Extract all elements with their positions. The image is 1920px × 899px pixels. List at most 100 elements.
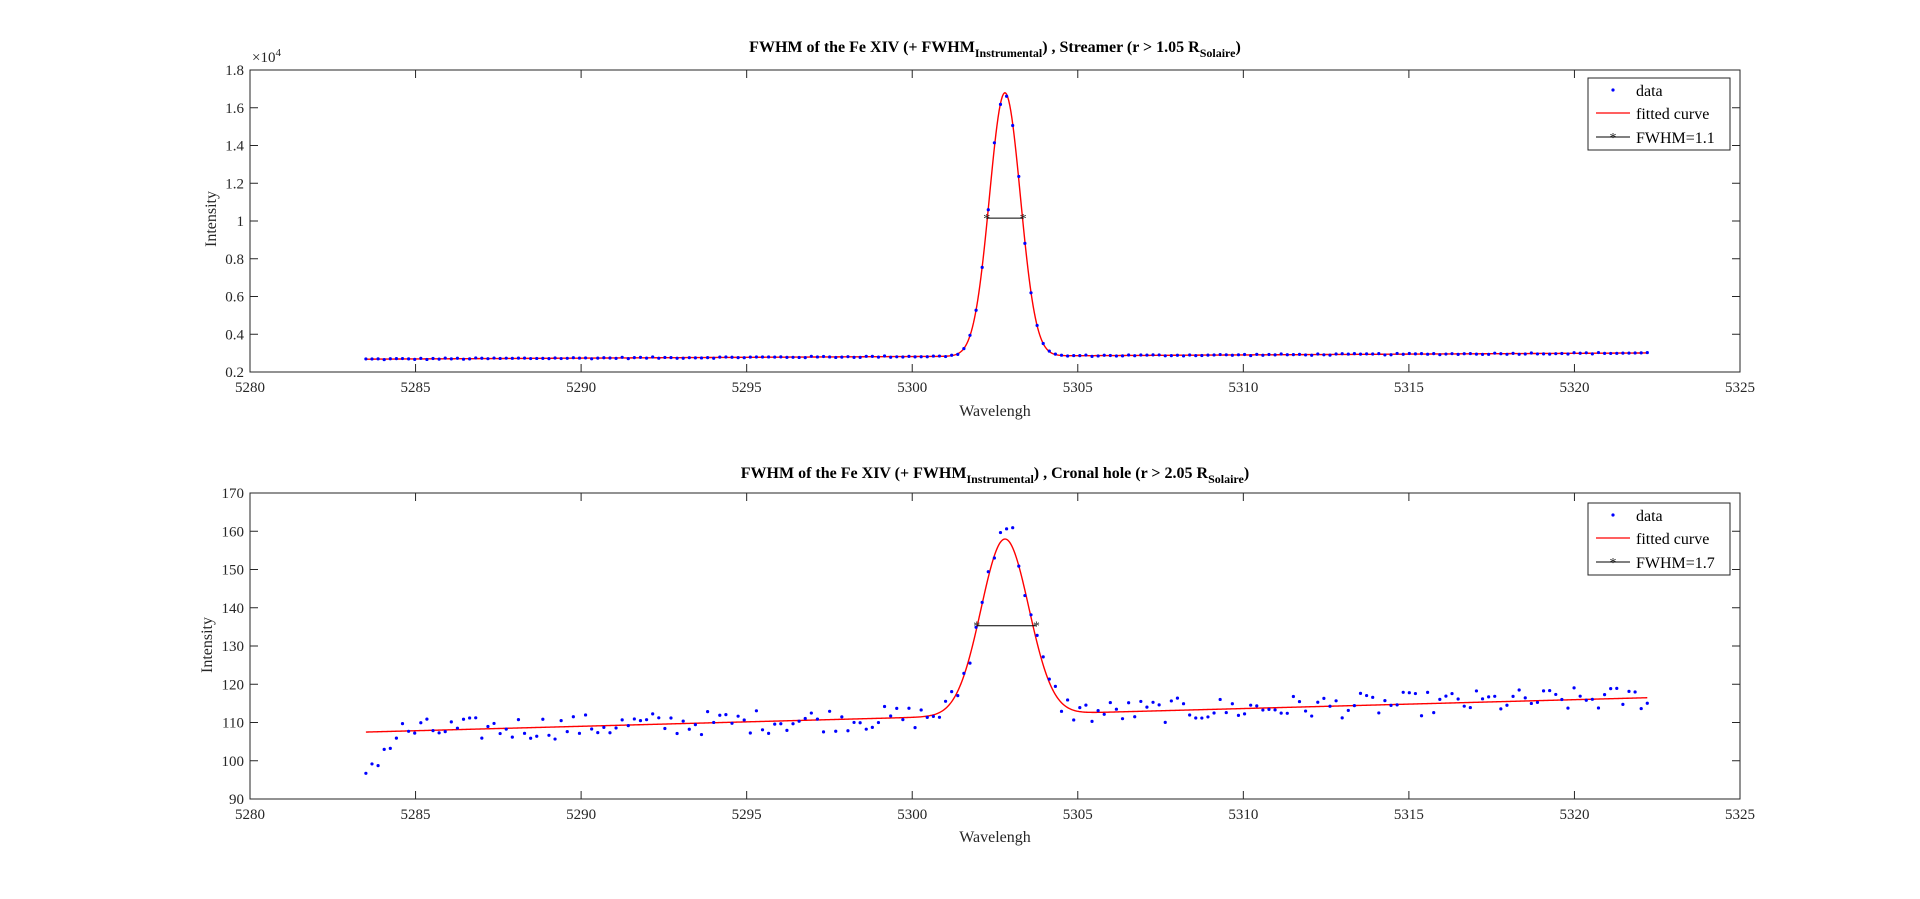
data-point bbox=[425, 357, 429, 362]
data-point bbox=[1291, 353, 1295, 357]
data-point bbox=[992, 556, 996, 560]
data-point bbox=[419, 356, 423, 360]
data-point bbox=[1181, 354, 1186, 358]
data-point bbox=[474, 356, 478, 360]
data-point bbox=[1572, 351, 1576, 355]
data-point bbox=[1310, 714, 1314, 718]
data-point bbox=[992, 141, 996, 145]
data-point bbox=[1578, 694, 1582, 698]
x-tick-label: 5295 bbox=[732, 380, 762, 396]
data-point bbox=[956, 352, 960, 356]
data-point bbox=[1127, 353, 1131, 357]
data-point bbox=[480, 356, 484, 360]
data-point bbox=[821, 354, 826, 359]
data-point bbox=[1517, 352, 1521, 356]
y-tick-label: 160 bbox=[222, 524, 245, 540]
data-point bbox=[1004, 527, 1009, 531]
data-point bbox=[785, 728, 789, 732]
data-point bbox=[1023, 593, 1027, 598]
data-point bbox=[516, 718, 521, 722]
data-point bbox=[962, 347, 966, 351]
data-point bbox=[1474, 352, 1479, 356]
data-point bbox=[1273, 708, 1277, 712]
data-point bbox=[1444, 352, 1448, 356]
data-point bbox=[486, 357, 490, 361]
data-point bbox=[1371, 695, 1375, 699]
data-point bbox=[1145, 353, 1149, 357]
data-point bbox=[919, 708, 923, 712]
data-point bbox=[1535, 700, 1540, 705]
data-point bbox=[693, 723, 697, 727]
data-point bbox=[1621, 702, 1625, 706]
data-point bbox=[1297, 699, 1302, 704]
data-point bbox=[1560, 351, 1564, 356]
data-point bbox=[577, 731, 582, 735]
data-point bbox=[522, 356, 527, 360]
data-point bbox=[1066, 698, 1070, 702]
data-point bbox=[535, 734, 539, 738]
x-tick-label: 5305 bbox=[1063, 380, 1093, 396]
data-point bbox=[1419, 352, 1424, 356]
data-point bbox=[602, 356, 606, 360]
plot-area bbox=[249, 492, 1741, 800]
data-point bbox=[1566, 706, 1570, 710]
data-point bbox=[571, 356, 575, 360]
data-point bbox=[1480, 697, 1485, 701]
legend-data-label: data bbox=[1636, 508, 1663, 525]
data-point bbox=[998, 530, 1003, 535]
data-point bbox=[1310, 353, 1314, 357]
data-point bbox=[1200, 716, 1204, 720]
legend-fwhm-label: FWHM=1.1 bbox=[1636, 130, 1715, 147]
data-point bbox=[1279, 711, 1283, 715]
data-point bbox=[1200, 353, 1204, 358]
data-point bbox=[1572, 686, 1576, 690]
data-point bbox=[1090, 719, 1094, 723]
data-point bbox=[1627, 351, 1631, 355]
data-point bbox=[1407, 691, 1411, 695]
data-point bbox=[913, 355, 917, 359]
data-point bbox=[1139, 353, 1143, 357]
data-point bbox=[1242, 352, 1247, 357]
data-point bbox=[1291, 694, 1295, 699]
data-point bbox=[419, 721, 423, 725]
data-point bbox=[1169, 354, 1173, 358]
data-point bbox=[1541, 352, 1546, 356]
data-point bbox=[632, 717, 636, 721]
data-point bbox=[1627, 689, 1631, 693]
data-point bbox=[706, 710, 710, 714]
data-point bbox=[937, 354, 942, 358]
data-point bbox=[1609, 687, 1613, 691]
data-point bbox=[718, 713, 722, 717]
data-point bbox=[1236, 713, 1241, 717]
data-point bbox=[1584, 698, 1588, 702]
data-point bbox=[828, 709, 832, 713]
data-layer bbox=[364, 526, 1649, 775]
data-point bbox=[1047, 349, 1051, 353]
data-point bbox=[474, 716, 478, 720]
data-point bbox=[1529, 701, 1533, 706]
data-point bbox=[889, 355, 893, 359]
data-point bbox=[486, 724, 490, 729]
x-tick-label: 5280 bbox=[235, 807, 265, 823]
data-point bbox=[1511, 694, 1515, 699]
data-point bbox=[547, 733, 551, 737]
data-point bbox=[522, 731, 527, 735]
data-point bbox=[1072, 353, 1076, 358]
data-point bbox=[895, 706, 899, 710]
fwhm-marker: * bbox=[1020, 212, 1027, 227]
data-point bbox=[1212, 711, 1216, 715]
y-tick-label: 0.2 bbox=[225, 365, 244, 381]
data-point bbox=[443, 730, 447, 734]
data-point bbox=[1102, 712, 1106, 716]
data-point bbox=[1328, 353, 1332, 357]
x-tick-label: 5290 bbox=[566, 807, 596, 823]
data-point bbox=[1212, 353, 1216, 357]
data-point bbox=[706, 356, 710, 360]
data-point bbox=[1230, 702, 1234, 706]
data-point bbox=[455, 356, 460, 360]
data-point bbox=[1358, 352, 1363, 356]
legend-fit-label: fitted curve bbox=[1636, 531, 1709, 548]
data-point bbox=[1273, 353, 1277, 357]
data-point bbox=[1548, 352, 1552, 356]
